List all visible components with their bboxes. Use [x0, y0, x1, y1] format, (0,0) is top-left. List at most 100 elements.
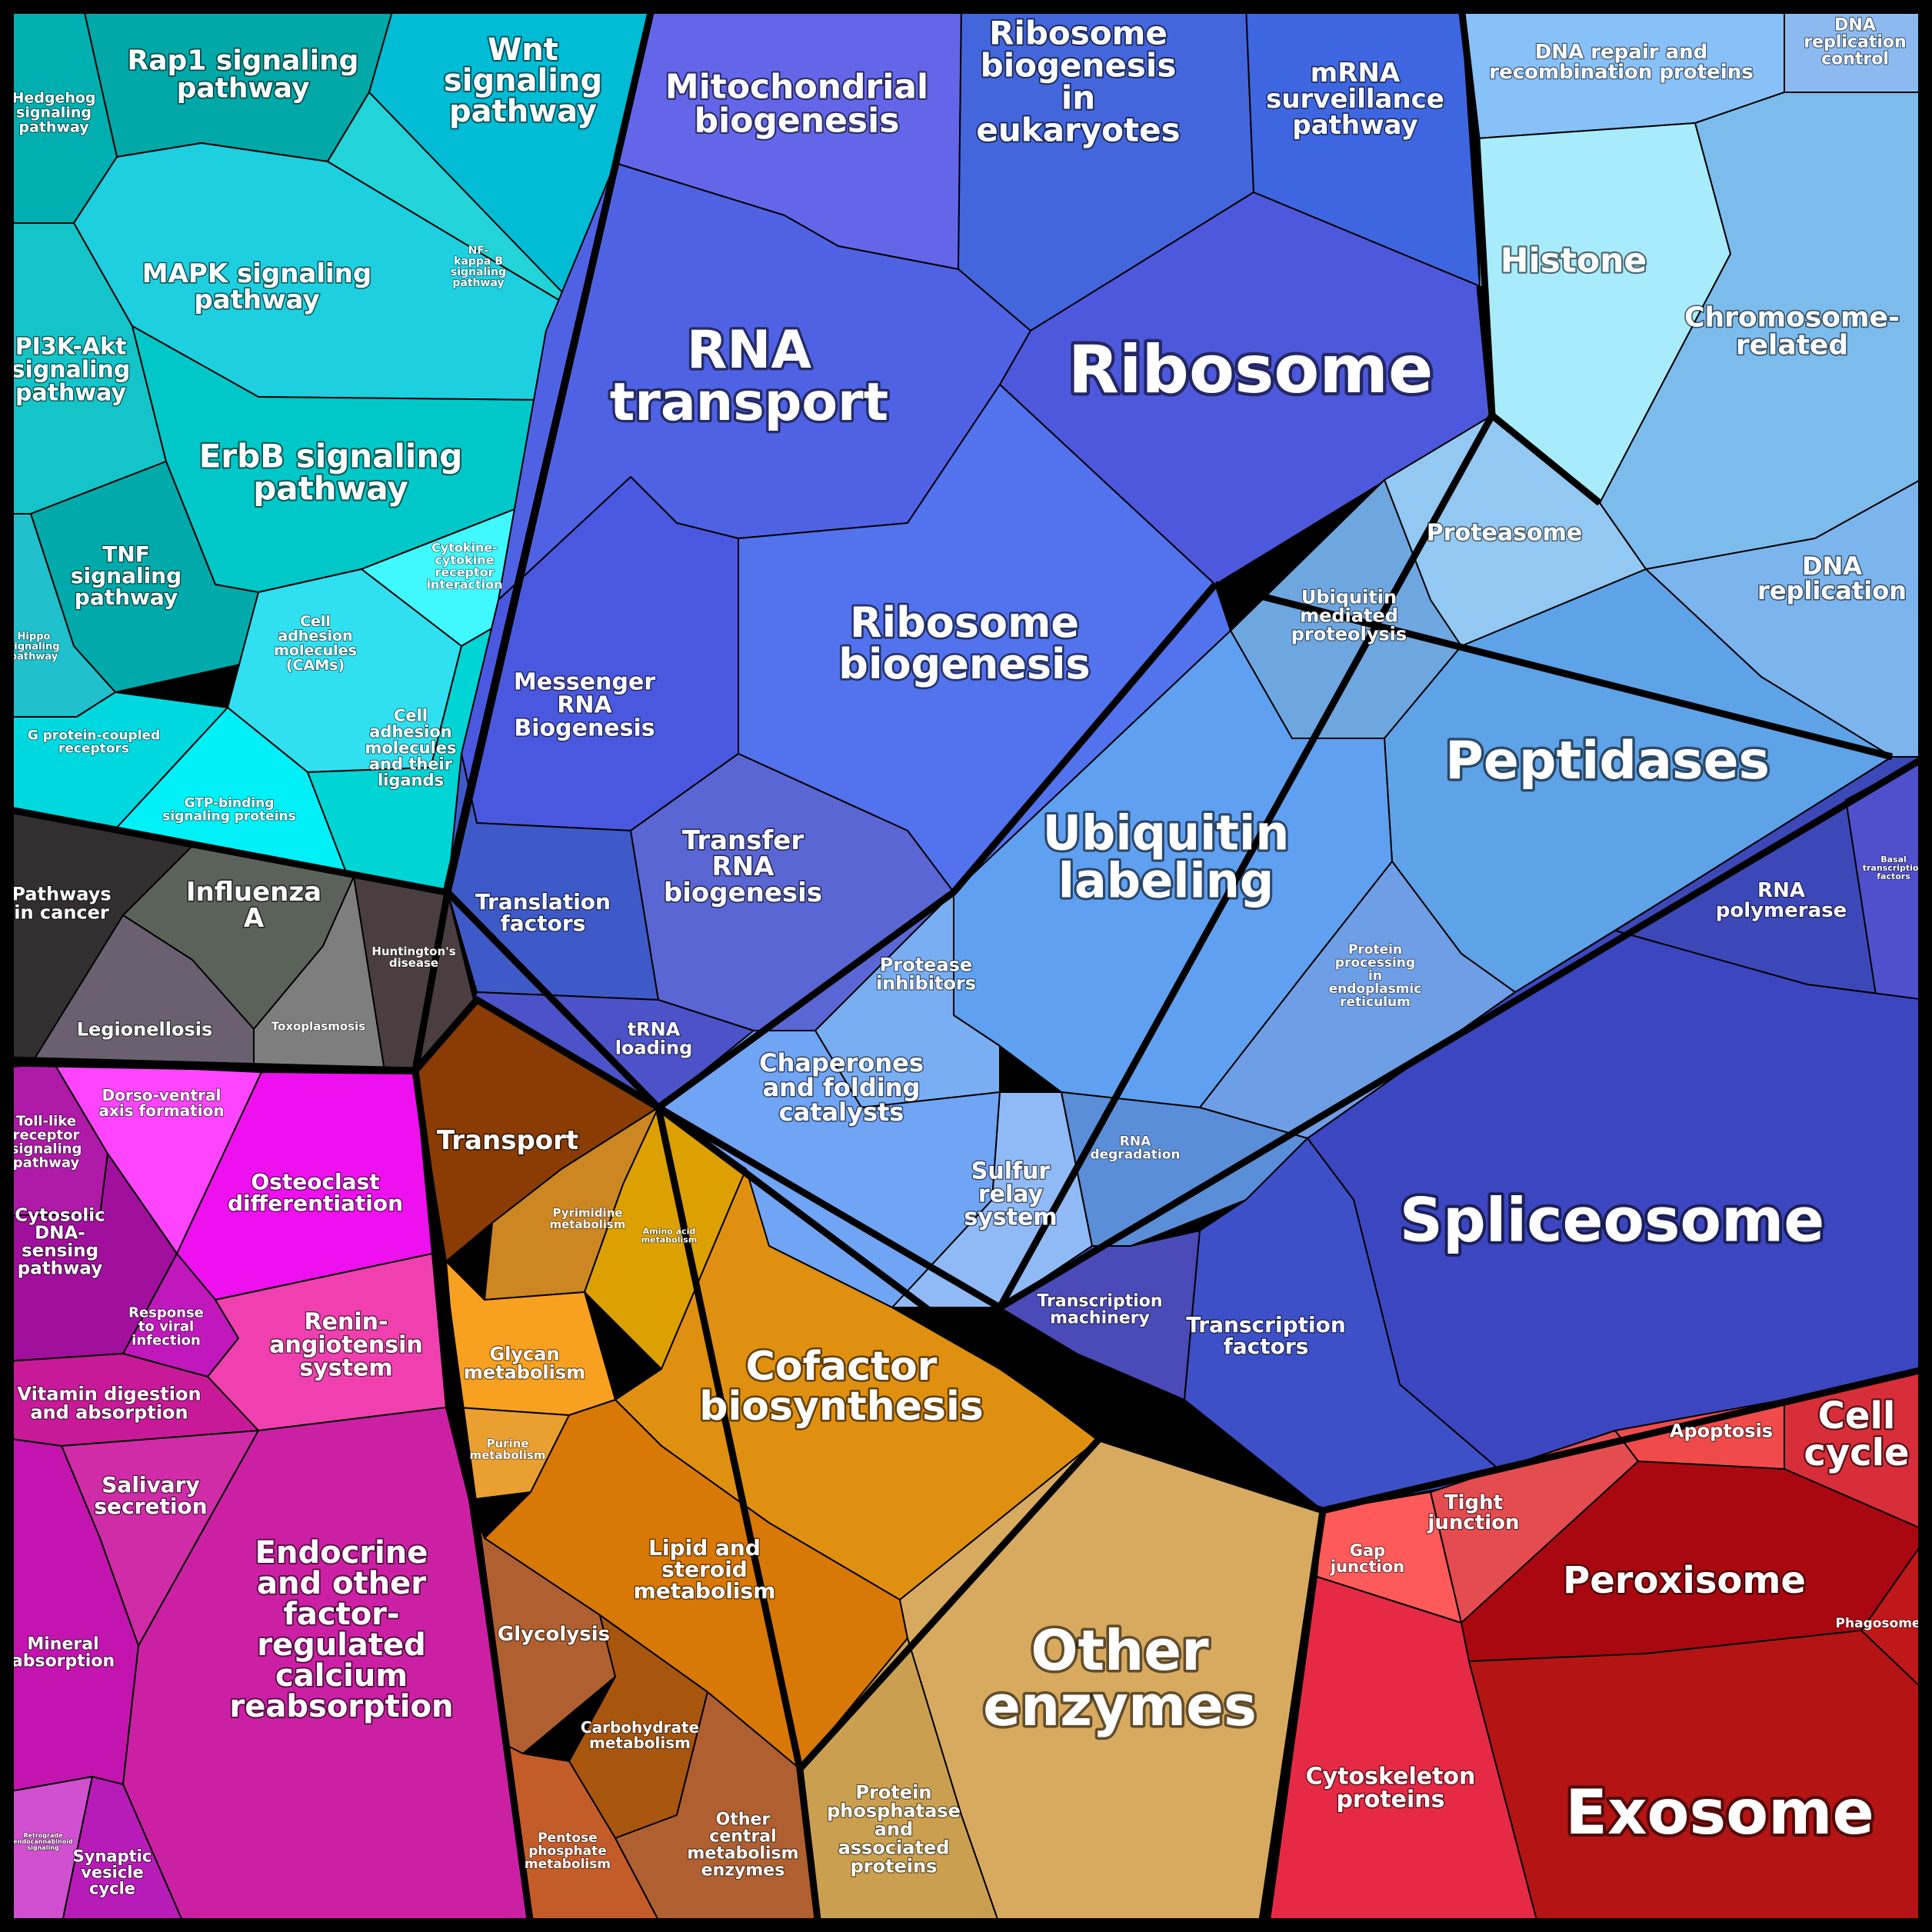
label-line: metabolism [525, 1857, 611, 1872]
label-rna-degradation: RNA degradation [1090, 1134, 1180, 1162]
label-line: RNA [557, 692, 612, 719]
label-other-central-metabolism-enzymes: Other central metabolism enzymes [687, 1810, 798, 1880]
label-line: metabolism [687, 1844, 798, 1864]
label-line: Chromosome- [1684, 302, 1900, 334]
region-border [656, 1104, 1327, 1927]
label-line: pathway [18, 1259, 102, 1279]
label-transfer-rna-biogenesis: Transfer RNA biogenesis [664, 825, 822, 908]
label-line: Ribosome [989, 15, 1168, 52]
label-line: Rap1 signaling [128, 45, 359, 77]
label-line: in cancer [14, 901, 109, 923]
label-tight-junction: Tight junction [1427, 1491, 1519, 1534]
label-line: signaling [16, 105, 92, 122]
label-cofactor-biosynthesis: Cofactor biosynthesis [699, 1344, 984, 1430]
label-pathways-in-cancer: Pathways in cancer [12, 883, 111, 923]
label-line: recombination proteins [1489, 61, 1753, 84]
label-line: RNA [712, 851, 775, 882]
label-line: signaling proteins [162, 808, 295, 824]
label-line: relay [978, 1181, 1044, 1208]
label-line: and their [369, 754, 453, 773]
label-line: catalysts [779, 1098, 904, 1127]
label-line: vesicle [81, 1863, 144, 1881]
label-line: Cofactor [746, 1344, 938, 1390]
label-line: Ubiquitin [1043, 805, 1290, 861]
label-line: pathway [1292, 110, 1417, 141]
label-line: pathway [449, 94, 597, 129]
region-border [1476, 285, 1496, 416]
label-line: junction [1330, 1557, 1404, 1576]
label-line: Toxoplasmosis [271, 1019, 365, 1033]
label-line: in [1368, 968, 1382, 984]
label-line: Pathways [12, 883, 111, 904]
label-retrograde-endocannabinoid-signaling: Retrograde endocannabinoid signaling [13, 1832, 73, 1851]
label-cell-adhesion-molecules-and-their-ligands: Cell adhesion molecules and their ligands [365, 706, 456, 789]
label-line: metabolism [550, 1217, 626, 1231]
label-line: signaling [11, 1141, 82, 1157]
label-line: metabolism [641, 1234, 698, 1244]
label-line: biogenesis [838, 640, 1090, 688]
label-vitamin-digestion-and-absorption: Vitamin digestion and absorption [17, 1383, 201, 1423]
label-line: Pyrimidine [552, 1206, 622, 1220]
label-response-to-viral-infection: Response to viral infection [128, 1304, 204, 1348]
label-line: labeling [1058, 853, 1274, 909]
label-line: and other [257, 1566, 426, 1601]
label-line: endocannabinoid [13, 1838, 73, 1845]
label-line: polymerase [1716, 899, 1847, 922]
label-sulfur-relay-system: Sulfur relay system [964, 1158, 1057, 1231]
label-line: RNA [1120, 1134, 1151, 1149]
label-line: Vitamin digestion [17, 1383, 201, 1404]
label-line: reabsorption [230, 1689, 454, 1724]
label-line: adhesion [369, 722, 451, 741]
label-line: factors [501, 911, 586, 936]
label-line: system [299, 1355, 392, 1382]
label-line: enzymes [983, 1674, 1257, 1738]
label-peroxisome: Peroxisome [1563, 1559, 1806, 1602]
label-line: pathway [452, 277, 504, 289]
label-line: Influenza [186, 877, 321, 908]
label-legionellosis: Legionellosis [77, 1018, 213, 1040]
label-line: metabolism [464, 1361, 585, 1383]
label-phagosome: Phagosome [1836, 1616, 1921, 1631]
label-dna-replication-control: DNA replication control [1804, 16, 1906, 69]
label-line: Basal [1880, 854, 1907, 864]
region-border [797, 1435, 1103, 1772]
label-transport: Transport [437, 1125, 578, 1156]
label-line: DNA [1802, 551, 1862, 581]
label-glycolysis: Glycolysis [498, 1623, 610, 1646]
label-protein-processing-in-endoplasmic-reticulum: Protein processing in endoplasmic reticulum [1329, 942, 1422, 1010]
label-transcription-machinery: Transcription machinery [1037, 1292, 1162, 1328]
label-line: mediated [1300, 605, 1398, 626]
label-line: Translation [475, 889, 611, 914]
label-line: pathway [13, 1154, 80, 1171]
label-line: endoplasmic [1329, 981, 1422, 997]
label-toll-like-receptor-signaling-pathway: Toll-like receptor signaling pathway [11, 1113, 82, 1171]
label-line: metabolism [470, 1448, 546, 1462]
label-lipid-and-steroid-metabolism: Lipid and steroid metabolism [634, 1535, 776, 1604]
label-line: pathway [177, 73, 310, 105]
label-trna-loading: tRNA loading [615, 1018, 693, 1058]
label-line: Retrograde [23, 1832, 63, 1839]
label-line: Huntington's [371, 944, 455, 958]
label-line: pathway [18, 119, 89, 136]
label-line: Other [1031, 1618, 1209, 1683]
label-line: Response [128, 1304, 204, 1321]
label-mapk-signaling-pathway: MAPK signaling pathway [142, 258, 371, 315]
label-line: Hippo [18, 631, 51, 643]
label-line: Histone [1501, 241, 1647, 280]
label-line: Amino acid [643, 1226, 696, 1236]
label-line: central [709, 1827, 776, 1847]
label-line: Wnt [488, 32, 558, 68]
region-border [1490, 412, 1602, 506]
label-cytoskeleton-proteins: Cytoskeleton proteins [1306, 1764, 1476, 1814]
label-line: system [964, 1204, 1057, 1231]
label-line: Spliceosome [1400, 1186, 1824, 1255]
label-line: eukaryotes [976, 112, 1180, 149]
label-line: molecules [274, 642, 357, 659]
label-line: receptor [435, 565, 494, 580]
label-line: secretion [94, 1494, 207, 1519]
label-dorso-ventral-axis-formation: Dorso-ventral axis formation [98, 1086, 224, 1120]
label-erbb-signaling-pathway: ErbB signaling pathway [199, 438, 463, 508]
label-line: and folding [763, 1073, 921, 1102]
label-line: Proteasome [1427, 520, 1582, 547]
